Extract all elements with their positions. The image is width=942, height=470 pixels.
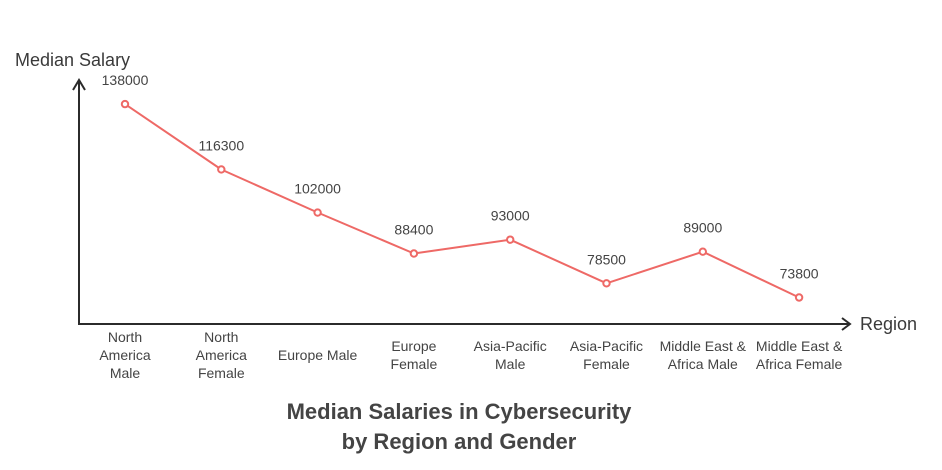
x-tick-label-line: Africa Male [668,356,738,372]
x-tick-label-line: Male [495,356,526,372]
data-point [506,235,515,244]
data-point [313,208,322,217]
data-label: 73800 [780,265,819,281]
x-tick-label-line: Asia-Pacific [474,338,547,354]
data-label: 116300 [198,137,244,153]
x-tick-label-line: Female [198,365,245,381]
x-tick-label: Middle East & Africa Female [756,338,843,372]
x-tick-label-line: Europe Male [278,347,358,363]
data-point [698,247,707,256]
x-tick-label: Asia-Pacific Female [570,338,643,372]
series-line [124,103,800,299]
x-axis-arrow [841,317,852,331]
plot-area: 138000 116300 102000 88400 93000 78500 89000 73… [102,72,819,302]
category-labels: NorthAmericaMaleNorthAmericaFemaleEurope… [99,329,843,381]
x-tick-label-line: America [99,347,151,363]
x-tick-label-line: Europe [391,338,436,354]
axes [72,78,852,331]
x-tick-label-line: North [108,329,142,345]
chart-title-line: by Region and Gender [342,429,577,454]
x-tick-label-line: Female [391,356,438,372]
x-tick-label: North America Male [99,329,151,381]
data-point [794,293,804,302]
x-tick-label: Europe Female [391,338,438,372]
y-axis-title: Median Salary [15,50,130,70]
x-tick-label-line: Male [110,365,141,381]
x-tick-label-line: Asia-Pacific [570,338,643,354]
x-axis-title: Region [860,314,917,334]
data-label: 138000 [102,72,149,88]
x-tick-label: Middle East & Africa Male [660,338,747,372]
chart-title: Median Salaries in Cybersecurity by Regio… [287,399,633,454]
x-tick-label-line: Africa Female [756,356,843,372]
x-tick-label-line: America [196,347,248,363]
x-tick-label: Asia-Pacific Male [474,338,547,372]
data-point [217,165,226,174]
data-point [120,99,130,109]
data-label: 78500 [587,251,626,267]
x-tick-label-line: North [204,329,238,345]
x-tick-label-line: Female [583,356,630,372]
x-tick-label: North America Female [196,329,248,381]
data-label: 102000 [294,181,341,197]
data-label: 89000 [683,220,722,236]
data-point [602,279,611,288]
data-label: 93000 [491,208,530,224]
x-tick-label-line: Middle East & [660,338,747,354]
x-tick-label: Europe Male [278,347,358,363]
data-label: 88400 [394,222,433,238]
x-tick-label-line: Middle East & [756,338,843,354]
chart-title-line: Median Salaries in Cybersecurity [287,399,633,424]
y-axis-arrow [72,78,86,91]
data-point [409,249,419,258]
